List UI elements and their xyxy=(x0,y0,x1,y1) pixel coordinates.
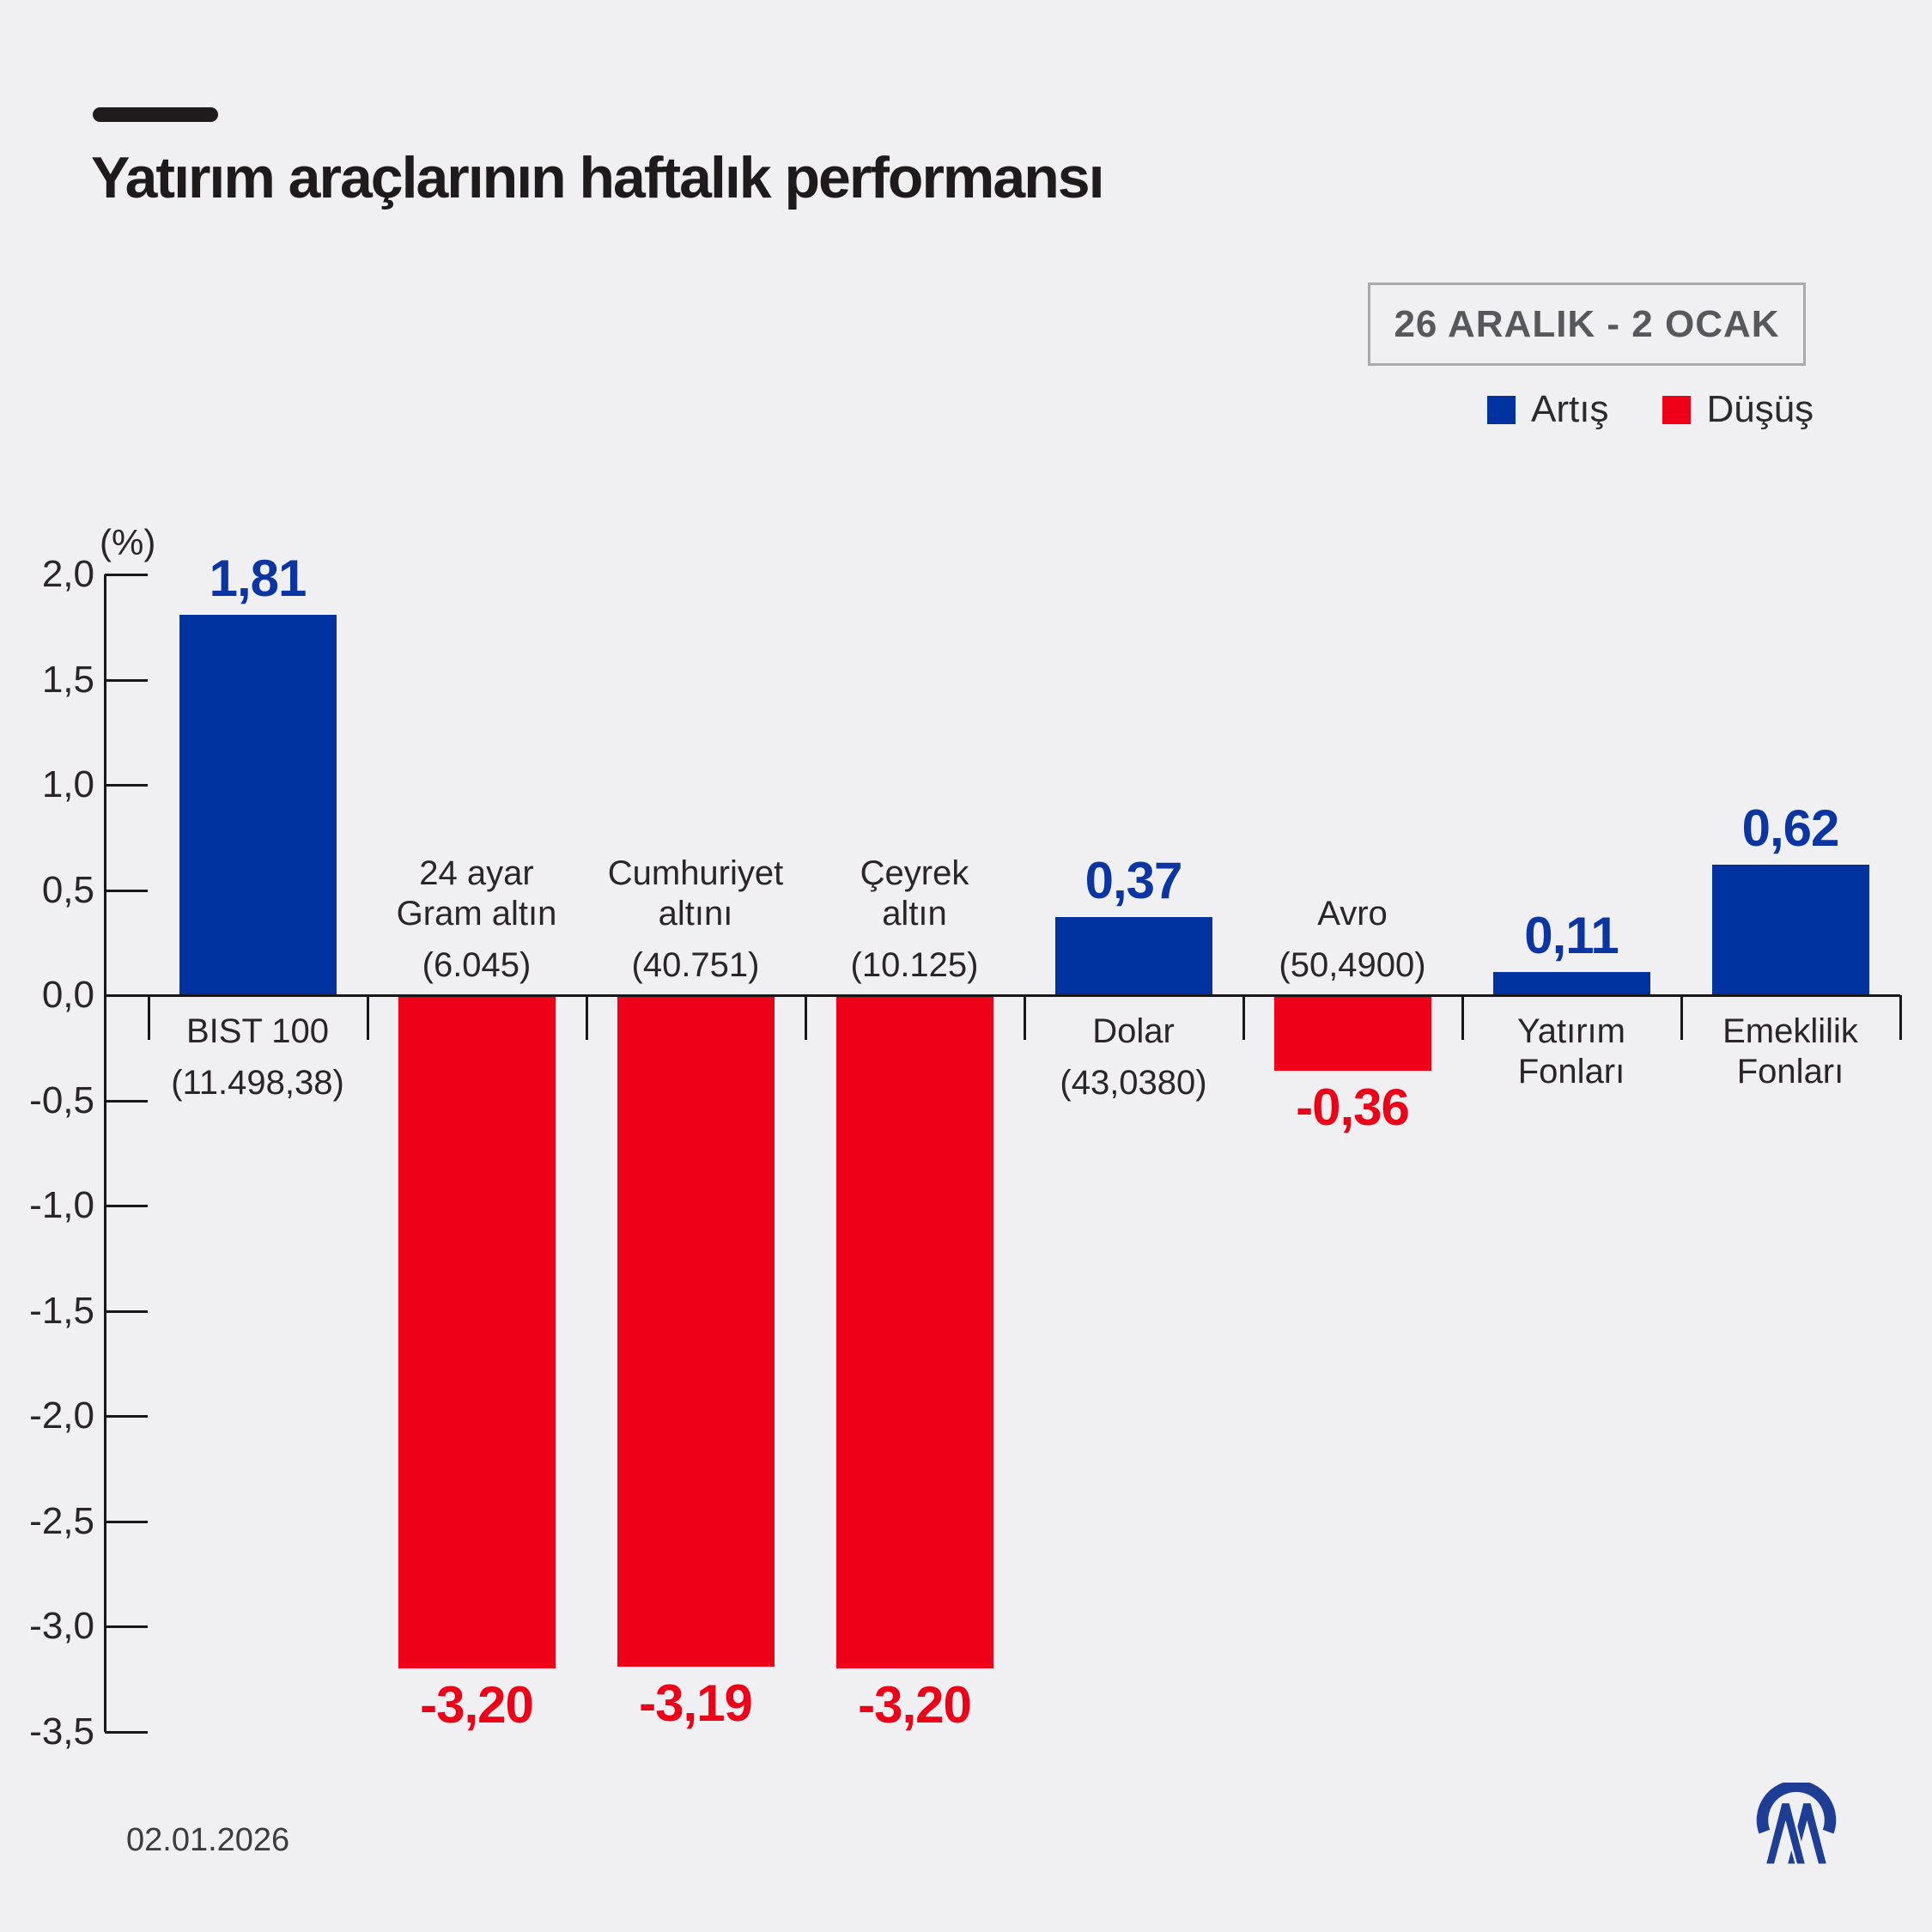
title-dash xyxy=(93,107,218,122)
y-axis-tick-label: -1,5 xyxy=(29,1289,94,1332)
category-label: Cumhuriyet altını (40.751) xyxy=(567,854,824,986)
category-label: Avro (50,4900) xyxy=(1224,894,1481,986)
y-axis-tick-label: -2,0 xyxy=(29,1394,94,1437)
category-boundary-tick xyxy=(1899,995,1902,1040)
category-boundary-tick xyxy=(1024,995,1026,1040)
category-value-detail: (10.125) xyxy=(850,946,979,984)
aa-logo-arc xyxy=(1756,1783,1837,1834)
bar-value-label: -3,19 xyxy=(639,1674,753,1732)
category-name-line: Çeyrek xyxy=(860,854,969,892)
aa-logo xyxy=(1756,1783,1837,1866)
category-value-detail: (43,0380) xyxy=(1060,1064,1207,1102)
category-name-line: Fonları xyxy=(1736,1053,1844,1091)
aa-logo-letter-a-left xyxy=(1763,1801,1808,1866)
bar-decrease xyxy=(1273,995,1431,1071)
y-axis-tick xyxy=(105,1520,148,1523)
y-axis-tick xyxy=(105,678,148,682)
category-value-detail: (6.045) xyxy=(422,946,532,984)
publication-date: 02.01.2026 xyxy=(126,1822,290,1858)
category-label: BIST 100 (11.498,38) xyxy=(129,1012,386,1103)
category-name-line: Yatırım xyxy=(1517,1012,1625,1050)
bar-value-label: -3,20 xyxy=(858,1676,972,1734)
y-axis-tick xyxy=(105,1415,148,1418)
category-boundary-tick xyxy=(367,995,369,1040)
category-name-line: altın xyxy=(882,895,947,933)
bar-value-label: -0,36 xyxy=(1296,1078,1410,1136)
bar-value-label: 1,81 xyxy=(209,550,307,607)
category-label: Çeyrek altın (10.125) xyxy=(786,854,1043,986)
y-axis-tick-label: -1,0 xyxy=(29,1184,94,1226)
zero-baseline xyxy=(105,994,1900,997)
category-label: Yatırım Fonları xyxy=(1443,1012,1700,1092)
y-axis-tick-label: 0,5 xyxy=(41,868,94,911)
y-axis-tick xyxy=(105,1730,148,1734)
category-label: Dolar (43,0380) xyxy=(1005,1012,1262,1103)
y-axis-line xyxy=(104,574,106,1732)
page-title: Yatırım araçlarının haftalık performansı xyxy=(91,145,1104,210)
category-name-line: 24 ayar xyxy=(419,854,534,892)
bar-increase xyxy=(179,615,337,995)
y-axis-tick-label: 1,5 xyxy=(41,658,94,701)
y-axis-tick xyxy=(105,1309,148,1313)
category-boundary-tick xyxy=(148,995,150,1040)
category-value-detail: (50,4900) xyxy=(1279,946,1426,984)
y-axis-tick xyxy=(105,1625,148,1628)
bar-value-label: 0,62 xyxy=(1741,799,1840,857)
category-name-line: Emeklilik xyxy=(1722,1012,1858,1050)
y-axis-tick xyxy=(105,1099,148,1103)
y-axis-tick-label: -0,5 xyxy=(29,1078,94,1121)
category-label: Emeklilik Fonları xyxy=(1662,1012,1919,1092)
category-boundary-tick xyxy=(586,995,588,1040)
category-name-line: Gram altın xyxy=(396,895,557,933)
y-axis-tick xyxy=(105,1205,148,1207)
bar-value-label: -3,20 xyxy=(420,1676,534,1734)
category-boundary-tick xyxy=(805,995,807,1040)
category-boundary-tick xyxy=(1242,995,1245,1040)
category-label: 24 ayar Gram altın (6.045) xyxy=(348,854,605,986)
bar-value-label: 0,11 xyxy=(1524,907,1619,964)
y-axis-tick-label: 2,0 xyxy=(41,553,94,595)
bar-increase xyxy=(1711,865,1869,995)
y-axis-tick xyxy=(105,889,148,892)
legend: Artış Düşüş xyxy=(1487,388,1814,431)
bar-decrease xyxy=(398,995,556,1668)
y-axis-tick-label: 0,0 xyxy=(41,974,94,1016)
category-boundary-tick xyxy=(1461,995,1464,1040)
y-axis-tick-label: -2,5 xyxy=(29,1499,94,1542)
category-value-detail: (40.751) xyxy=(631,946,760,984)
legend-increase-swatch xyxy=(1487,395,1516,424)
bar-decrease xyxy=(835,995,993,1668)
category-name-line: BIST 100 xyxy=(185,1012,330,1050)
category-boundary-tick xyxy=(1680,995,1683,1040)
category-name-line: Avro xyxy=(1317,895,1388,933)
category-name-line: Fonları xyxy=(1517,1053,1625,1091)
y-axis-tick xyxy=(105,784,148,787)
category-name-line: Cumhuriyet xyxy=(607,854,784,892)
y-axis-tick xyxy=(105,574,148,576)
bar-increase xyxy=(1054,917,1212,995)
bar-decrease xyxy=(617,995,775,1667)
period-badge: 26 ARALIK - 2 OCAK xyxy=(1368,283,1806,366)
legend-decrease-swatch xyxy=(1662,395,1692,424)
bar-increase xyxy=(1492,972,1650,995)
category-name-line: altını xyxy=(658,895,733,933)
category-name-line: Dolar xyxy=(1092,1012,1175,1050)
legend-increase-label: Artış xyxy=(1531,388,1609,430)
legend-decrease-label: Düşüş xyxy=(1706,388,1814,430)
y-axis-tick-label: -3,5 xyxy=(29,1710,94,1753)
bar-value-label: 0,37 xyxy=(1084,852,1183,909)
y-axis-tick-label: 1,0 xyxy=(41,763,94,805)
y-axis-unit-label: (%) xyxy=(100,522,156,562)
category-value-detail: (11.498,38) xyxy=(171,1064,344,1102)
y-axis-tick-label: -3,0 xyxy=(29,1605,94,1647)
